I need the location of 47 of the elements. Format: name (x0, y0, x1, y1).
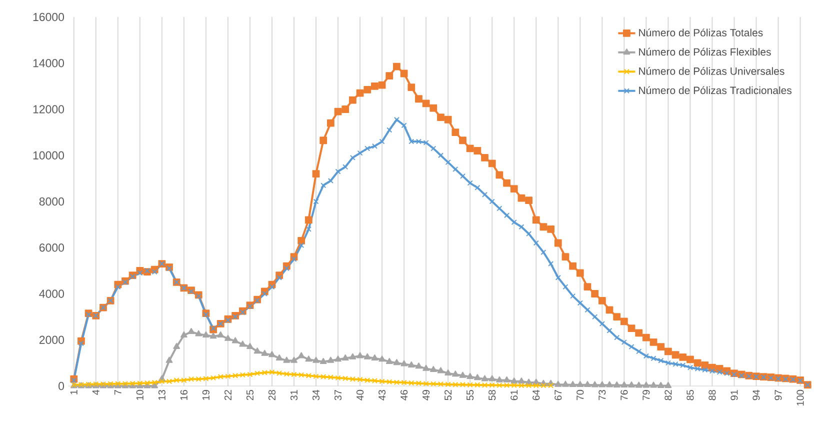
y-tick-label: 2000 (39, 336, 64, 344)
y-tick-label: 6000 (39, 244, 64, 252)
x-tick-label: 97 (774, 390, 782, 400)
x-tick-label: 82 (664, 390, 672, 400)
x-tick-label: 49 (422, 390, 430, 400)
x-tick-label: 22 (224, 390, 232, 400)
y-tick-label: 0 (58, 382, 64, 390)
x-tick-label: 13 (158, 390, 166, 400)
x-tick-label: 52 (444, 390, 452, 400)
x-tick-label: 58 (488, 390, 496, 400)
y-tick-label: 14000 (33, 59, 64, 68)
x-tick-label: 4 (92, 390, 100, 395)
x-tick-label: 28 (268, 390, 276, 400)
legend-label: Número de Pólizas Tradicionales (639, 86, 792, 94)
x-tick-label: 7 (114, 390, 122, 395)
x-tick-label: 43 (378, 390, 386, 400)
x-tick-label: 19 (202, 390, 210, 400)
y-tick-label: 4000 (39, 290, 64, 298)
x-tick-label: 40 (356, 390, 364, 400)
x-tick-label: 16 (180, 390, 188, 400)
x-tick-label: 100 (796, 390, 804, 406)
x-tick-label: 1 (70, 390, 78, 394)
x-tick-label: 91 (730, 390, 738, 400)
legend-label: Número de Pólizas Universales (639, 67, 784, 75)
x-tick-label: 61 (510, 390, 518, 400)
x-tick-label: 25 (246, 390, 254, 400)
x-tick-label: 85 (686, 390, 694, 400)
x-tick-label: 76 (620, 390, 628, 400)
legend-label: Número de Pólizas Flexibles (639, 48, 771, 56)
y-tick-label: 8000 (39, 197, 64, 206)
y-tick-label: 10000 (33, 151, 64, 160)
x-tick-label: 31 (290, 390, 298, 400)
x-tick-label: 10 (136, 390, 144, 400)
x-tick-label: 70 (576, 390, 584, 400)
x-tick-label: 64 (532, 390, 540, 400)
x-tick-label: 73 (598, 390, 606, 400)
x-tick-label: 34 (312, 390, 320, 400)
y-tick-label: 16000 (33, 12, 64, 22)
x-tick-label: 55 (466, 390, 474, 400)
x-tick-label: 37 (334, 390, 342, 400)
x-tick-label: 88 (708, 390, 716, 400)
x-tick-label: 46 (400, 390, 408, 400)
x-tick-label: 94 (752, 390, 760, 400)
legend-label: Número de Pólizas Totales (639, 28, 763, 36)
x-tick-label: 67 (554, 390, 562, 400)
y-tick-label: 12000 (33, 105, 64, 114)
x-tick-label: 79 (642, 390, 650, 400)
